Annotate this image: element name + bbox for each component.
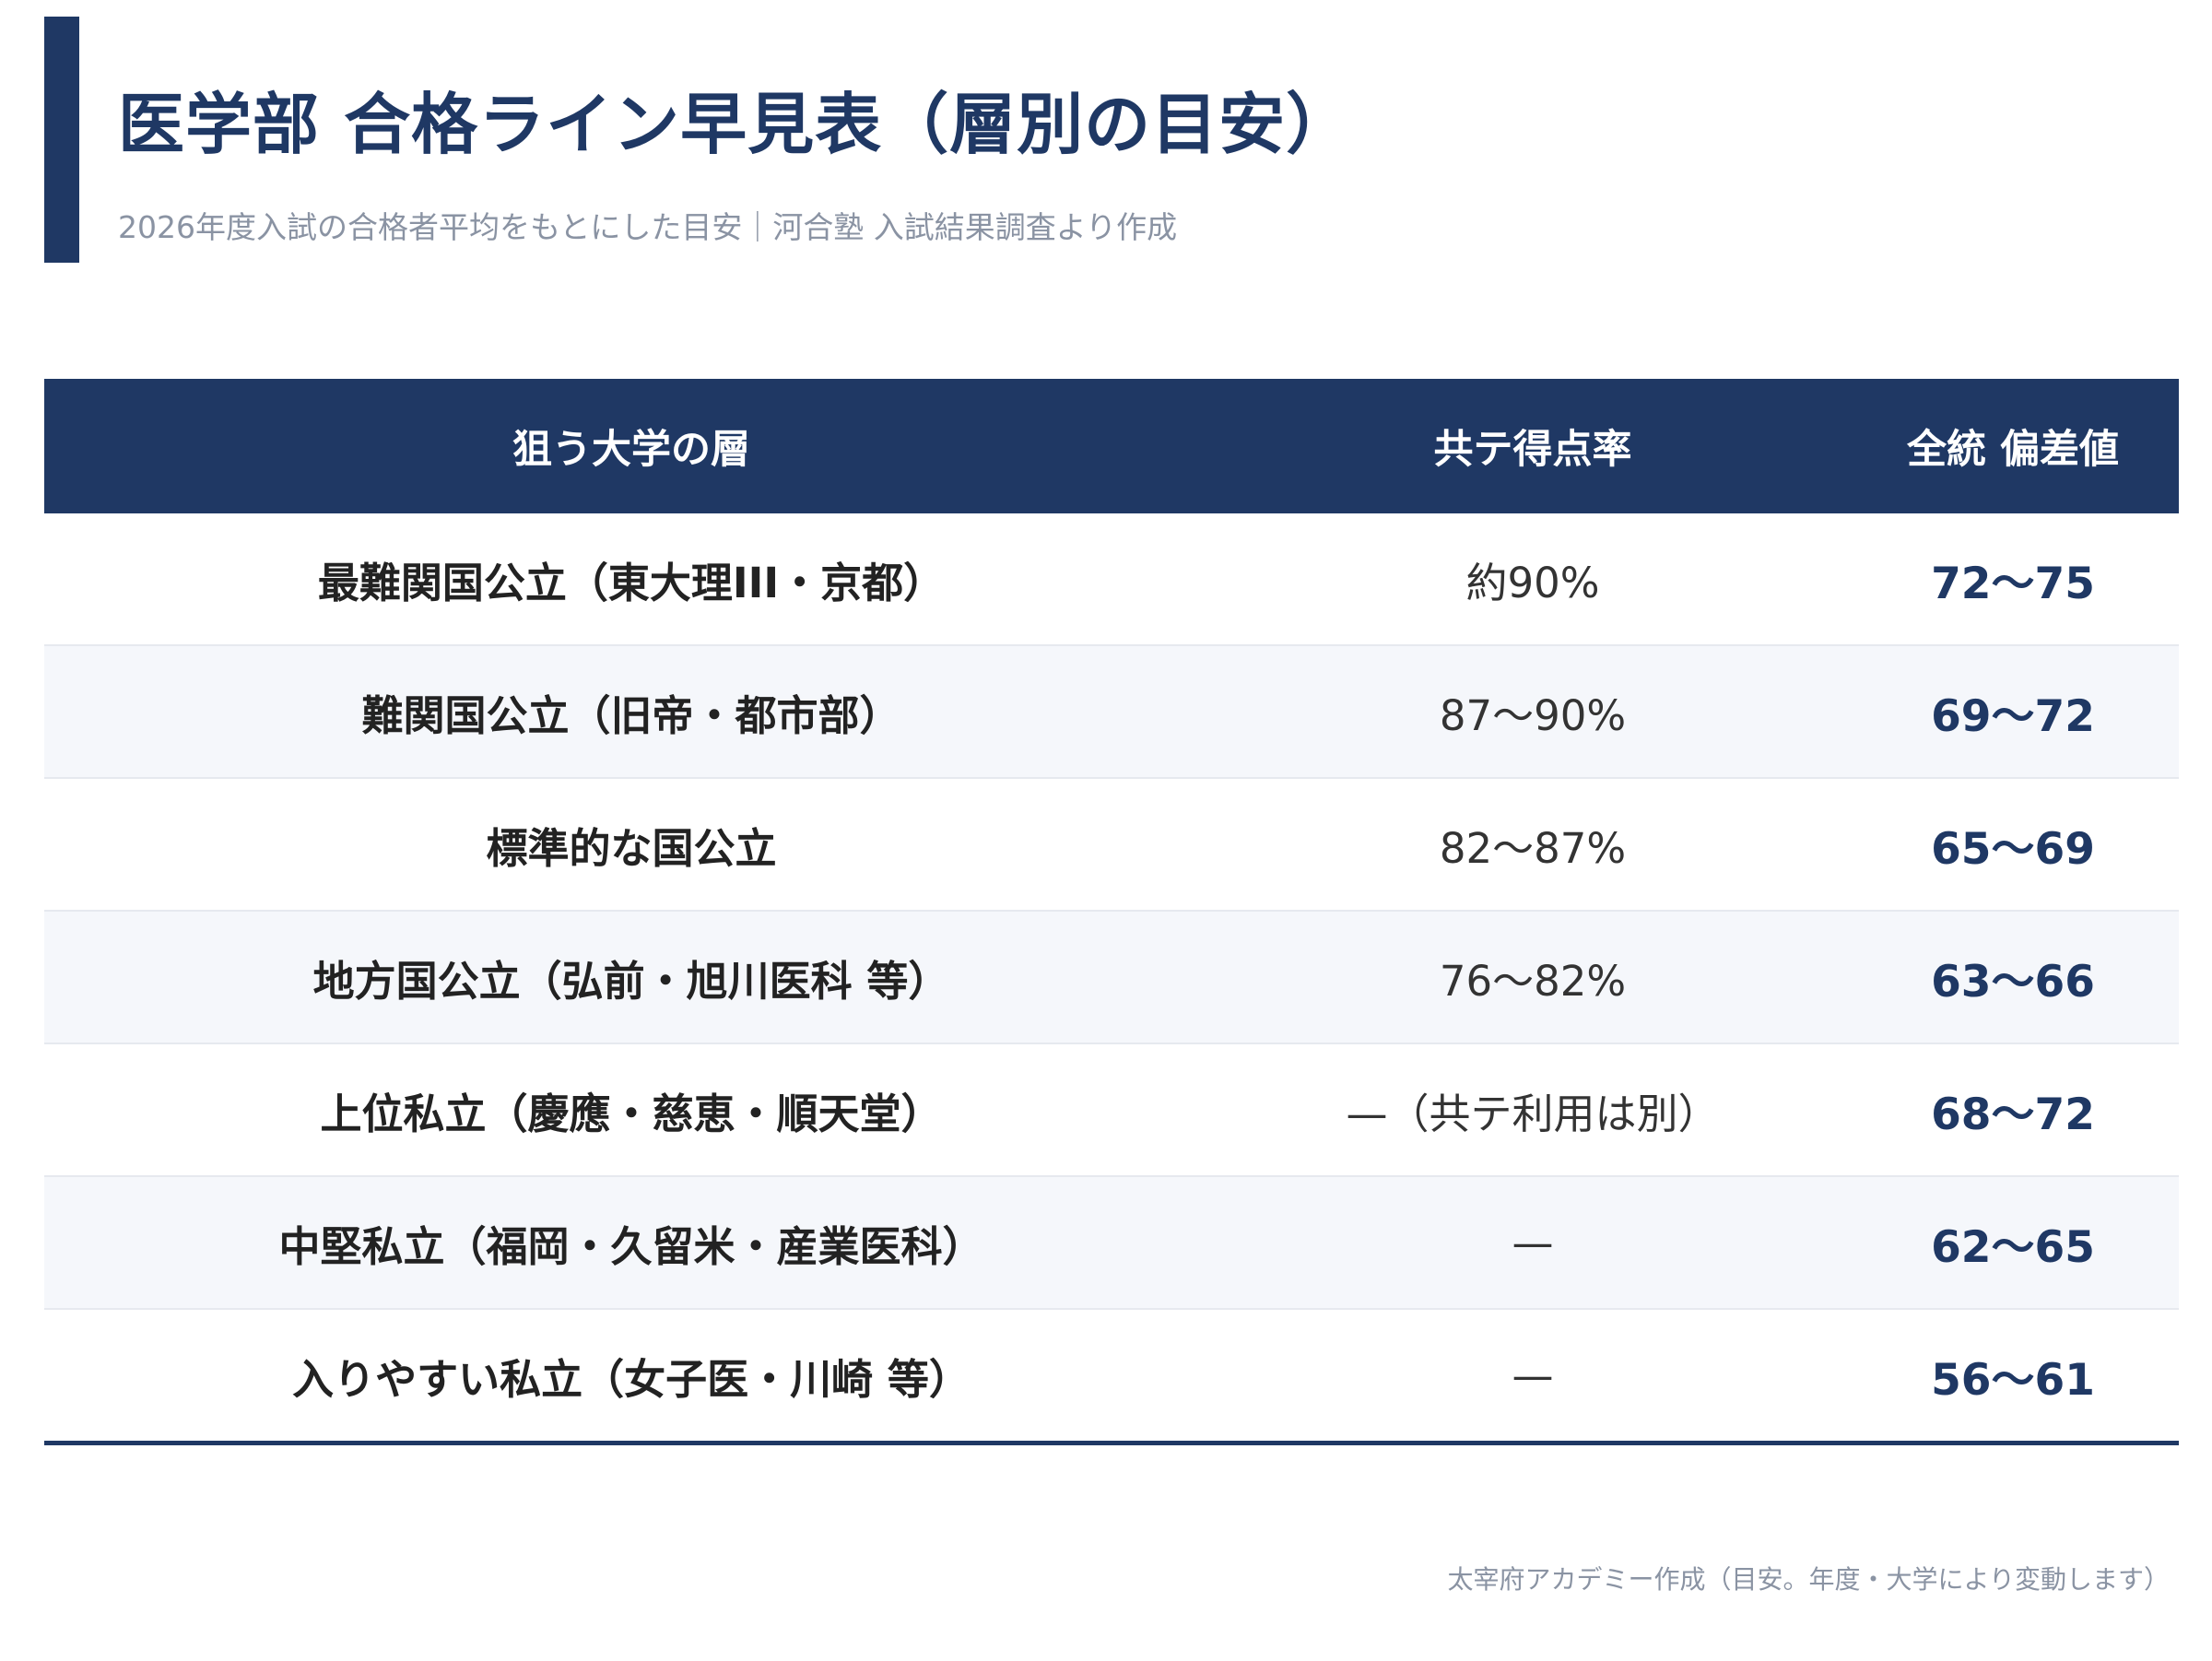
deviation-cell: 62〜65: [1847, 1176, 2179, 1310]
tier-cell: 上位私立（慶應・慈恵・順天堂）: [44, 1043, 1218, 1177]
deviation-cell: 56〜61: [1847, 1309, 2179, 1445]
tier-cell: 標準的な国公立: [44, 778, 1218, 912]
page-title: 医学部 合格ライン早見表（層別の目安）: [118, 86, 1354, 163]
table-row: 最難関国公立（東大理III・京都） 約90% 72〜75: [44, 513, 2179, 646]
footer-note: 太宰府アカデミー作成（目安。年度・大学により変動します）: [1447, 1564, 2170, 1595]
table-row: 上位私立（慶應・慈恵・順天堂） —（共テ利用は別） 68〜72: [44, 1043, 2179, 1177]
deviation-cell: 69〜72: [1847, 645, 2179, 779]
rate-cell: 87〜90%: [1218, 645, 1847, 779]
column-header-deviation: 全統 偏差値: [1907, 427, 2119, 473]
tier-cell: 入りやすい私立（女子医・川崎 等）: [44, 1309, 1218, 1445]
rate-cell: —（共テ利用は別）: [1218, 1043, 1847, 1177]
table-row: 中堅私立（福岡・久留米・産業医科） — 62〜65: [44, 1176, 2179, 1310]
rate-cell: —: [1218, 1176, 1847, 1310]
table-row: 難関国公立（旧帝・都市部） 87〜90% 69〜72: [44, 645, 2179, 779]
title-accent-bar: [44, 17, 79, 263]
rate-cell: —: [1218, 1309, 1847, 1445]
deviation-cell: 65〜69: [1847, 778, 2179, 912]
column-header-rate: 共テ得点率: [1433, 427, 1632, 473]
page-subtitle: 2026年度入試の合格者平均をもとにした目安｜河合塾 入試結果調査より作成: [118, 209, 1178, 245]
rate-cell: 約90%: [1218, 513, 1847, 646]
table-body: 最難関国公立（東大理III・京都） 約90% 72〜75 難関国公立（旧帝・都市…: [44, 513, 2179, 1445]
table-row: 入りやすい私立（女子医・川崎 等） — 56〜61: [44, 1309, 2179, 1445]
table-header-row: 狙う大学の層 共テ得点率 全統 偏差値: [44, 379, 2179, 513]
tier-cell: 難関国公立（旧帝・都市部）: [44, 645, 1218, 779]
rate-cell: 76〜82%: [1218, 911, 1847, 1044]
admission-line-table: 狙う大学の層 共テ得点率 全統 偏差値 最難関国公立（東大理III・京都） 約9…: [44, 379, 2179, 1445]
admission-table-container: 狙う大学の層 共テ得点率 全統 偏差値 最難関国公立（東大理III・京都） 約9…: [44, 379, 2179, 1445]
table-row: 標準的な国公立 82〜87% 65〜69: [44, 778, 2179, 912]
tier-cell: 地方国公立（弘前・旭川医科 等）: [44, 911, 1218, 1044]
table-row: 地方国公立（弘前・旭川医科 等） 76〜82% 63〜66: [44, 911, 2179, 1044]
tier-cell: 中堅私立（福岡・久留米・産業医科）: [44, 1176, 1218, 1310]
deviation-cell: 68〜72: [1847, 1043, 2179, 1177]
tier-cell: 最難関国公立（東大理III・京都）: [44, 513, 1218, 646]
rate-cell: 82〜87%: [1218, 778, 1847, 912]
column-header-tier: 狙う大学の層: [512, 427, 750, 473]
deviation-cell: 63〜66: [1847, 911, 2179, 1044]
table-header: 狙う大学の層 共テ得点率 全統 偏差値: [44, 379, 2179, 513]
deviation-cell: 72〜75: [1847, 513, 2179, 646]
